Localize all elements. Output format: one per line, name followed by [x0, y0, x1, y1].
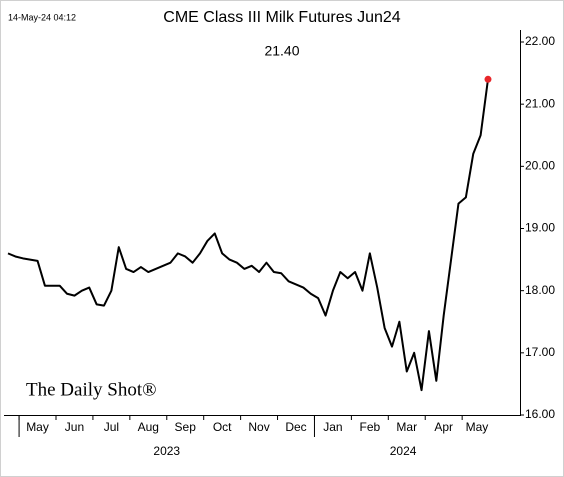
y-tick-label: 18.00: [525, 283, 555, 297]
last-value-annotation: 21.40: [264, 43, 299, 59]
y-tick-label: 21.00: [525, 96, 555, 110]
watermark: The Daily Shot®: [26, 379, 157, 400]
x-label: May: [466, 420, 489, 434]
x-label: Jan: [323, 420, 342, 434]
y-tick-label: 17.00: [525, 345, 555, 359]
x-label: Sep: [175, 420, 197, 434]
year-label: 2024: [390, 444, 417, 458]
y-tick-label: 20.00: [525, 159, 555, 173]
y-tick-label: 19.00: [525, 221, 555, 235]
x-label: Mar: [396, 420, 417, 434]
x-label: Jun: [65, 420, 84, 434]
x-label: Feb: [360, 420, 381, 434]
x-label: Oct: [213, 420, 232, 434]
chart-title: CME Class III Milk Futures Jun24: [163, 9, 401, 26]
x-label: Apr: [434, 420, 453, 434]
x-label: Dec: [285, 420, 306, 434]
x-label: Nov: [248, 420, 269, 434]
y-tick-label: 16.00: [525, 407, 555, 421]
last-point: [484, 75, 492, 83]
y-tick-label: 22.00: [525, 34, 555, 48]
timestamp: 14-May-24 04:12: [8, 12, 76, 22]
x-label: May: [26, 420, 49, 434]
x-label: Jul: [104, 420, 119, 434]
x-label: Aug: [138, 420, 159, 434]
year-label: 2023: [153, 444, 180, 458]
line-series: [7, 79, 489, 392]
